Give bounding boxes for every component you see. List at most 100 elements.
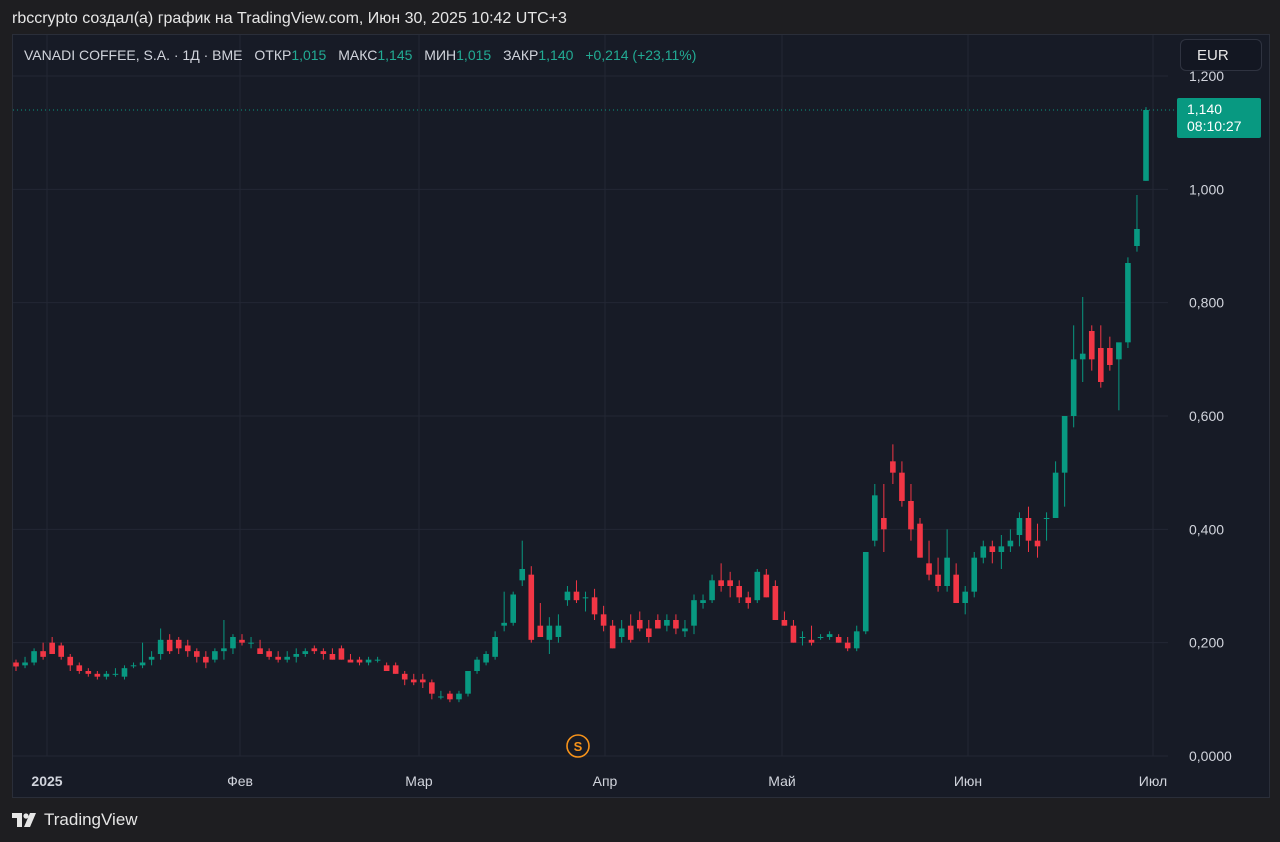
candle-body (275, 656, 281, 660)
candle-body (221, 648, 227, 652)
candle-body (22, 662, 28, 666)
candle-body (184, 645, 191, 652)
candle-body (519, 569, 526, 581)
candle-body (401, 673, 408, 680)
candle-body (293, 654, 300, 657)
split-event-marker (566, 734, 590, 758)
close-value: 1,140 (538, 47, 574, 63)
candle-body (1034, 540, 1041, 547)
candle-body (682, 628, 688, 632)
candle-body (799, 637, 806, 638)
candle-body (546, 625, 553, 640)
candle-body (1070, 359, 1077, 416)
candle-body (781, 620, 788, 626)
candle-body (49, 642, 55, 654)
candle-body (492, 637, 498, 657)
y-tick-label: 1,000 (1189, 181, 1224, 197)
candle-body (528, 574, 535, 640)
candle-body (944, 557, 950, 586)
candle-body (718, 580, 724, 586)
candle-body (998, 546, 1005, 552)
candle-body (600, 614, 607, 626)
candle-body (13, 662, 19, 667)
candle-body (374, 659, 381, 661)
candle-body (456, 693, 462, 700)
candle-body (1134, 229, 1140, 246)
x-tick-label: Май (768, 773, 795, 789)
candle-body (853, 631, 860, 649)
candle-body (573, 591, 580, 601)
candle-body (1016, 518, 1023, 535)
candle-body (636, 620, 643, 629)
candle-body (881, 518, 887, 530)
candle-body (356, 659, 363, 663)
candle-body (908, 501, 914, 530)
candle-body (673, 620, 679, 629)
candle-body (971, 557, 978, 592)
candle-body (980, 546, 987, 558)
candle-body (790, 625, 797, 643)
candle-body (700, 600, 706, 603)
candle-body (193, 651, 200, 657)
candle-body (419, 679, 426, 683)
candle-body (817, 637, 824, 638)
candle-body (727, 580, 733, 586)
candle-body (383, 665, 390, 671)
candle-body (564, 591, 571, 601)
candle-body (1125, 263, 1131, 343)
candle-body (329, 654, 336, 660)
y-tick-label: 0,400 (1189, 521, 1224, 537)
candle-body (410, 679, 417, 683)
tradingview-brand[interactable]: TradingView (12, 810, 138, 830)
candle-body (58, 645, 65, 657)
candle-body (989, 546, 996, 552)
y-tick-label: 1,200 (1189, 68, 1224, 84)
low-label: МИН (424, 47, 457, 63)
change-value: +0,214 (+23,11%) (585, 47, 697, 63)
candlestick-chart[interactable]: 0,0000 0,200 0,400 0,600 0,800 1,000 1,200 2025… (13, 35, 1270, 798)
candle-body (365, 659, 372, 663)
symbol-label[interactable]: VANADI COFFEE, S.A. · 1Д · BME (24, 47, 243, 63)
brand-name: TradingView (44, 810, 138, 829)
candle-body (754, 571, 761, 601)
currency-label: EUR (1197, 46, 1229, 64)
last-price-value: 1,140 (1187, 101, 1223, 117)
x-tick-label: Мар (405, 773, 433, 789)
x-tick-label: Апр (593, 773, 618, 789)
candle-body (772, 586, 779, 620)
candle-body (926, 563, 932, 575)
candle-body (510, 594, 517, 623)
candle-body (1088, 331, 1095, 360)
candle-body (763, 574, 770, 598)
candle-body (166, 639, 173, 652)
candle-body (871, 495, 878, 541)
currency-button[interactable]: EUR (1180, 39, 1262, 71)
candle-body (85, 671, 92, 674)
candle-body (112, 673, 119, 675)
close-label: ЗАКР (503, 47, 539, 63)
candle-body (1043, 518, 1050, 519)
candle-body (94, 673, 101, 677)
candle-body (311, 648, 318, 652)
x-tick-label: 2025 (31, 773, 62, 789)
candle-body (1061, 416, 1068, 473)
open-label: ОТКР (254, 47, 292, 63)
y-tick-label: 0,200 (1189, 635, 1224, 651)
candle-body (31, 651, 37, 663)
candle-body (67, 656, 74, 666)
candle-body (130, 665, 137, 667)
candle-body (1052, 472, 1059, 518)
candle-body (582, 597, 589, 599)
candle-body (844, 642, 851, 649)
candle-body (76, 665, 83, 671)
candle-body (826, 634, 833, 637)
candle-body (1025, 518, 1032, 541)
candle-body (347, 659, 354, 663)
chart-panel[interactable]: 0,0000 0,200 0,400 0,600 0,800 1,000 1,200 2025… (12, 34, 1270, 798)
candle-body (609, 625, 616, 649)
candle-body (917, 523, 923, 558)
candle-body (501, 622, 507, 626)
candle-body (1079, 353, 1086, 360)
candle-body (139, 662, 146, 666)
candle-body (465, 671, 471, 694)
